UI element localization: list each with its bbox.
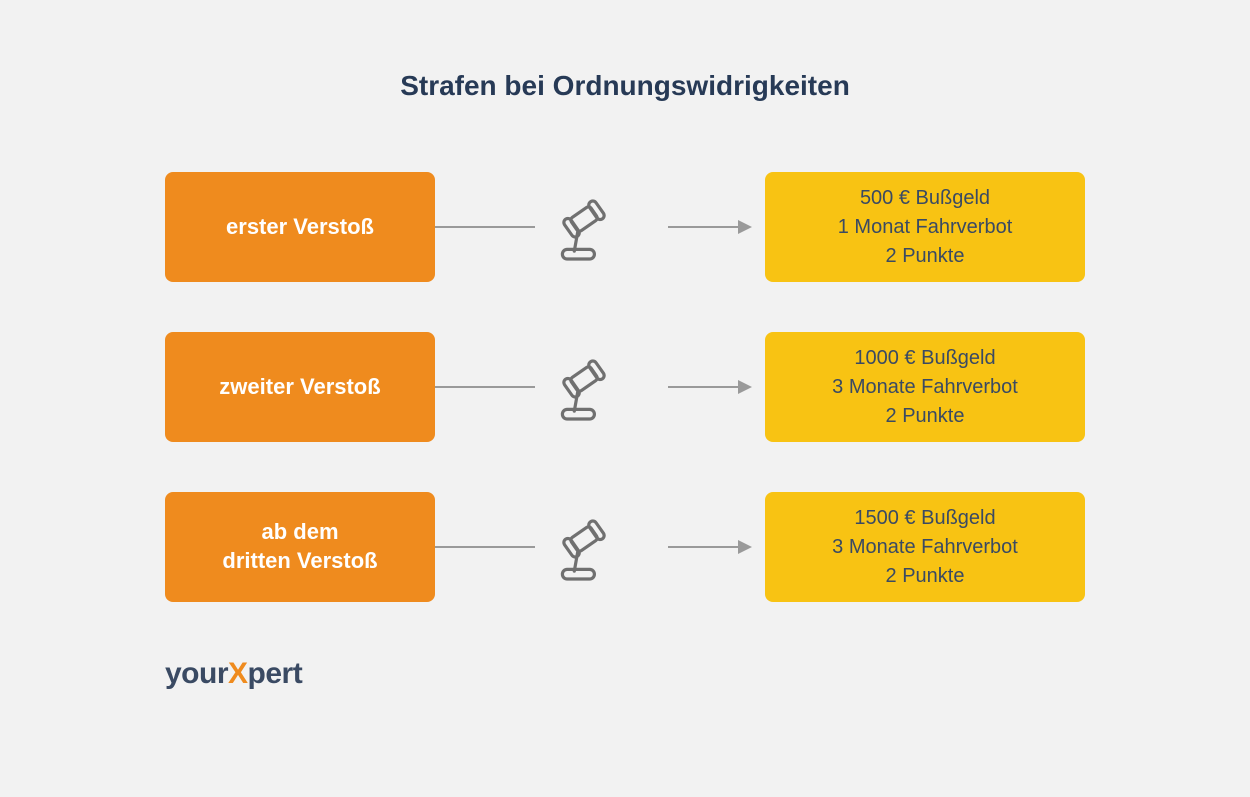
offense-box: erster Verstoß <box>165 172 435 282</box>
penalty-points: 2 Punkte <box>886 242 965 271</box>
offense-label: zweiter Verstoß <box>219 373 380 402</box>
gavel-icon <box>535 182 625 272</box>
offense-label: erster Verstoß <box>226 213 374 242</box>
connector-line <box>435 546 535 548</box>
penalty-ban: 3 Monate Fahrverbot <box>832 533 1018 562</box>
gavel-icon <box>535 342 625 432</box>
arrow-icon <box>655 220 765 234</box>
logo-part-pert: pert <box>248 657 303 690</box>
penalty-fine: 500 € Bußgeld <box>860 184 990 213</box>
offense-box: zweiter Verstoß <box>165 332 435 442</box>
penalty-fine: 1500 € Bußgeld <box>854 504 995 533</box>
penalty-box: 500 € Bußgeld 1 Monat Fahrverbot 2 Punkt… <box>765 172 1085 282</box>
penalty-fine: 1000 € Bußgeld <box>854 344 995 373</box>
gavel-icon <box>535 502 625 592</box>
arrow-icon <box>655 380 765 394</box>
rows-container: erster Verstoß <box>165 172 1085 602</box>
penalty-row: ab demdritten Verstoß <box>165 492 1085 602</box>
page-title: Strafen bei Ordnungswidrigkeiten <box>165 70 1085 102</box>
connector-line <box>435 386 535 388</box>
infographic-canvas: Strafen bei Ordnungswidrigkeiten erster … <box>0 0 1250 797</box>
penalty-ban: 1 Monat Fahrverbot <box>838 213 1013 242</box>
penalty-row: zweiter Verstoß <box>165 332 1085 442</box>
offense-label: ab demdritten Verstoß <box>222 518 377 575</box>
content-wrapper: Strafen bei Ordnungswidrigkeiten erster … <box>165 70 1085 691</box>
penalty-points: 2 Punkte <box>886 562 965 591</box>
logo-part-x: X <box>228 657 248 690</box>
penalty-ban: 3 Monate Fahrverbot <box>832 373 1018 402</box>
penalty-box: 1000 € Bußgeld 3 Monate Fahrverbot 2 Pun… <box>765 332 1085 442</box>
arrow-icon <box>655 540 765 554</box>
penalty-points: 2 Punkte <box>886 402 965 431</box>
penalty-row: erster Verstoß <box>165 172 1085 282</box>
brand-logo: yourXpert <box>165 657 1085 691</box>
offense-box: ab demdritten Verstoß <box>165 492 435 602</box>
logo-part-your: your <box>165 657 228 690</box>
penalty-box: 1500 € Bußgeld 3 Monate Fahrverbot 2 Pun… <box>765 492 1085 602</box>
connector-line <box>435 226 535 228</box>
